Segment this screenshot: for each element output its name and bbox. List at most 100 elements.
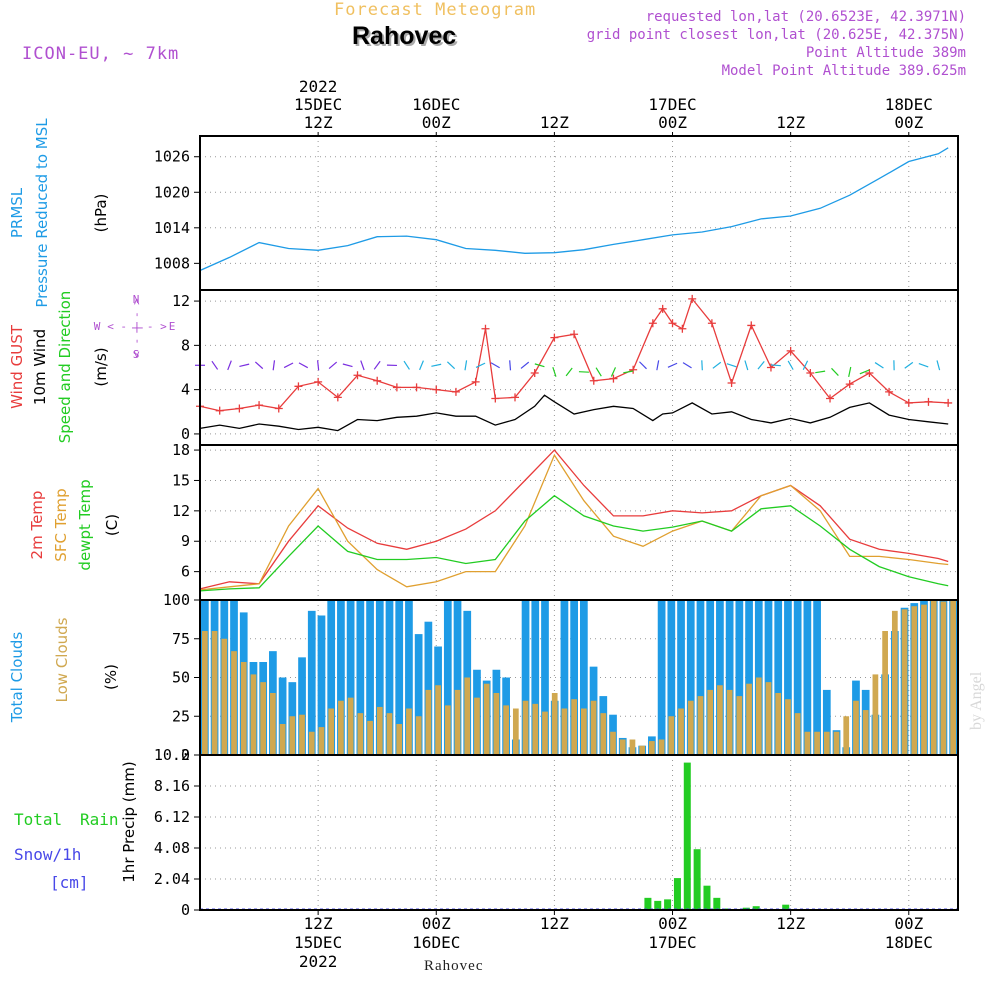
wind-direction-arrow — [770, 364, 781, 367]
low-cloud-bar — [561, 708, 568, 755]
frames-layer — [194, 132, 959, 915]
dewpt-line — [199, 494, 949, 592]
top-time-label: 2022 — [299, 77, 338, 96]
low-cloud-bar — [755, 677, 762, 755]
y-tick-label: 1020 — [154, 183, 190, 201]
total-cloud-bar — [667, 600, 676, 755]
low-cloud-bar — [911, 606, 918, 755]
low-cloud-bar — [746, 683, 752, 755]
wind-direction-arrow — [227, 360, 232, 371]
bottom-time-label: 2022 — [299, 952, 338, 971]
low-cloud-bar — [639, 745, 646, 755]
location-title: Rahovec — [352, 22, 457, 50]
footer-location: Rahovec — [424, 958, 484, 974]
low-cloud-bar — [386, 713, 393, 755]
total-cloud-bar — [822, 689, 831, 755]
low-cloud-bar — [221, 638, 228, 755]
low-cloud-bar — [785, 699, 791, 755]
low-cloud-bar — [590, 700, 597, 755]
wind-direction-arrow — [239, 363, 250, 368]
wind-direction-arrow — [656, 360, 660, 371]
low-cloud-bar — [629, 739, 636, 755]
low-cloud-bar — [581, 708, 587, 755]
gust-marker — [826, 394, 835, 403]
gust-marker — [865, 369, 874, 378]
model-altitude: Model Point Altitude 389.625m — [721, 63, 966, 79]
total-cloud-bar — [337, 600, 345, 755]
gust-marker — [806, 369, 815, 378]
pressure-label-1: PRMSL — [8, 187, 26, 238]
wind-direction-arrow — [726, 363, 737, 368]
total-cloud-bar — [414, 634, 423, 755]
gust-marker — [481, 324, 490, 333]
wind-direction-arrow — [534, 363, 545, 368]
wind-direction-arrow — [623, 370, 634, 374]
gust-marker — [451, 387, 460, 396]
y-tick-label: 6.12 — [154, 808, 190, 826]
temp-label-2: SFC Temp — [52, 488, 70, 561]
low-cloud-bar — [367, 720, 373, 755]
wind-direction-arrow — [802, 360, 809, 371]
low-cloud-bar — [512, 708, 519, 755]
gust-marker — [727, 379, 736, 387]
total-cloud-bar — [686, 600, 695, 755]
low-cloud-bar — [950, 600, 956, 755]
wind-direction-arrow — [475, 362, 486, 368]
precip-bar — [683, 762, 691, 910]
clouds-label-2: Low Clouds — [53, 617, 71, 702]
grid-point-coords: grid point closest lon,lat (20.625E, 42.… — [586, 27, 966, 43]
wind-direction-arrow — [552, 366, 557, 377]
low-cloud-bar — [289, 716, 296, 755]
wind-direction-arrow — [610, 367, 617, 377]
low-cloud-bar — [308, 731, 315, 755]
total-cloud-bar — [706, 600, 715, 755]
low-cloud-bar — [270, 693, 276, 755]
wind-direction-arrow — [446, 361, 456, 370]
precip-bar — [693, 849, 701, 910]
total-cloud-bar — [774, 600, 783, 755]
wind-direction-arrow — [360, 360, 365, 371]
wind-direction-arrow — [578, 371, 589, 373]
total-cloud-bar — [541, 600, 549, 755]
gust-marker — [432, 385, 441, 394]
gust-marker — [274, 404, 283, 413]
top-time-label: 00Z — [422, 113, 451, 132]
low-cloud-bar — [940, 601, 947, 755]
wind-direction-arrow — [431, 363, 442, 367]
top-time-label: 18DEC — [885, 95, 933, 114]
low-cloud-bar — [649, 741, 655, 755]
compass-n: N — [133, 293, 140, 306]
total-cloud-bar — [813, 600, 821, 755]
bottom-time-label: 12Z — [304, 914, 333, 933]
y-tick-label: 75 — [172, 630, 190, 648]
temp-label-3: dewpt Temp — [76, 479, 94, 570]
precip-label-rain: Rain — [80, 810, 119, 829]
gust-marker — [845, 380, 854, 389]
low-cloud-bar — [775, 693, 782, 755]
bottom-time-label: 00Z — [658, 914, 687, 933]
wind-direction-arrow — [757, 361, 765, 370]
wind-direction-arrow — [509, 360, 512, 371]
low-cloud-bar — [532, 703, 539, 755]
data-layer — [195, 147, 958, 910]
low-cloud-bar — [347, 697, 354, 755]
clouds-unit: (%) — [102, 664, 120, 690]
total-cloud-bar — [327, 600, 336, 755]
clouds-label-1: Total Clouds — [8, 632, 26, 724]
low-cloud-bar — [687, 700, 694, 755]
low-cloud-bar — [425, 689, 432, 755]
total-cloud-bar — [346, 600, 355, 755]
top-time-label: 17DEC — [648, 95, 696, 114]
y-tick-label: 100 — [163, 591, 190, 609]
precip-label-total: Total — [14, 810, 62, 829]
top-time-label: 00Z — [894, 113, 923, 132]
low-cloud-bar — [551, 693, 558, 755]
wind-direction-arrow — [490, 362, 500, 369]
gust-marker — [924, 397, 933, 406]
low-cloud-bar — [279, 724, 286, 755]
total-cloud-bar — [696, 600, 705, 755]
top-time-label: 00Z — [658, 113, 687, 132]
total-cloud-bar — [745, 600, 753, 755]
wind-direction-arrow — [254, 361, 264, 370]
wind-label-3: Speed and Direction — [56, 291, 74, 444]
